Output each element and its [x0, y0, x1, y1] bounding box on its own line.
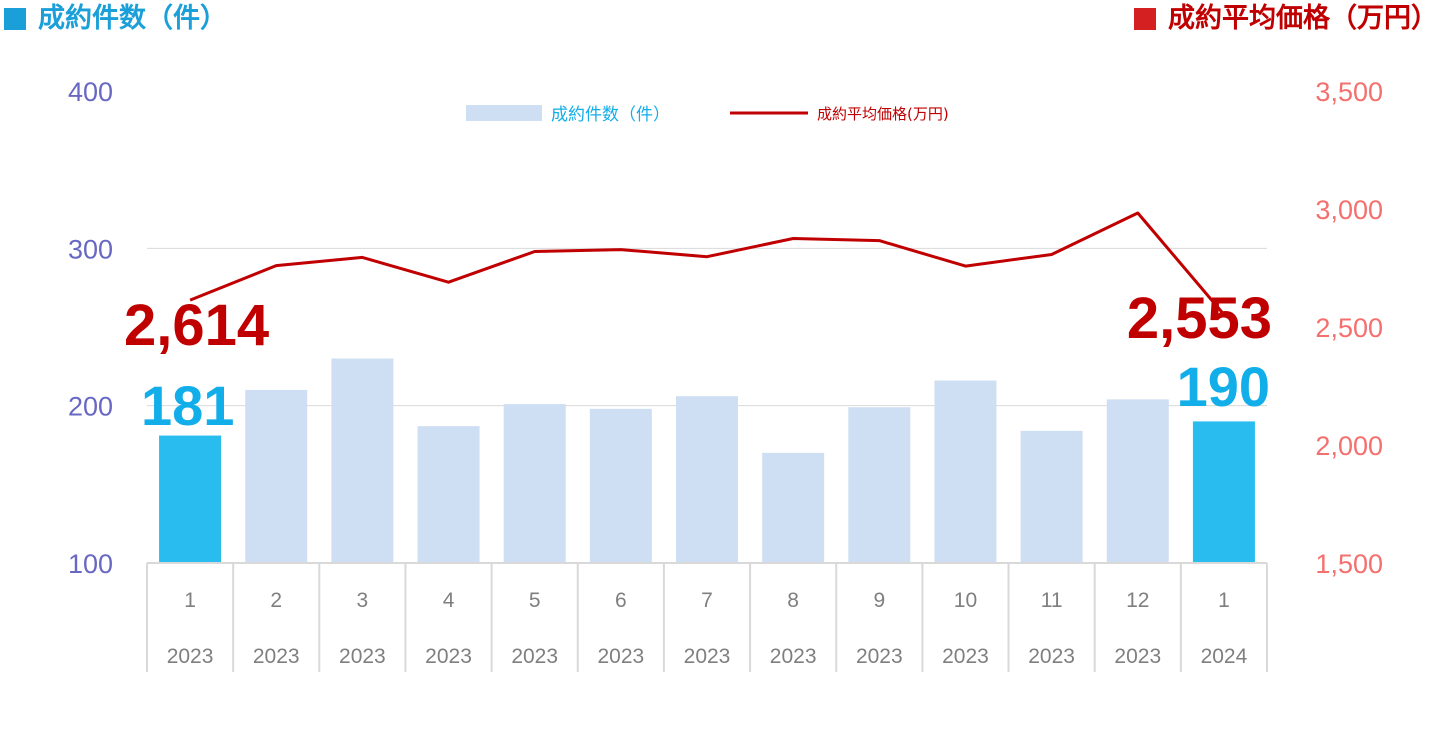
x-tick-year: 2023 — [1114, 645, 1161, 668]
bar — [589, 408, 652, 563]
bar — [159, 435, 222, 563]
x-tick-year: 2023 — [425, 645, 472, 668]
legend-bar-swatch — [466, 105, 542, 121]
left-axis-tick: 200 — [68, 392, 113, 422]
x-tick-month: 10 — [954, 589, 977, 612]
bar-series — [159, 358, 1255, 563]
x-tick-month: 7 — [701, 589, 713, 612]
right-axis-tick: 2,500 — [1315, 313, 1383, 343]
grid-lines — [147, 247, 1267, 407]
x-tick-month: 8 — [787, 589, 799, 612]
bar — [1020, 430, 1083, 563]
left-axis-tick: 300 — [68, 234, 113, 264]
x-tick-month: 5 — [529, 589, 541, 612]
bar — [934, 380, 997, 563]
x-tick-year: 2023 — [770, 645, 817, 668]
right-axis-tick: 3,000 — [1315, 195, 1383, 225]
x-tick-year: 2024 — [1201, 645, 1248, 668]
right-axis-header: 成約平均価格（万円） — [1134, 2, 1438, 36]
category-axis: 1 2023 2 2023 3 2023 4 2023 5 2023 6 2023 7 2023 8 2023… — [146, 562, 1268, 672]
x-tick-year: 2023 — [684, 645, 731, 668]
x-tick-month: 1 — [1218, 589, 1230, 612]
bar — [762, 452, 825, 563]
right-axis-tick: 3,500 — [1315, 77, 1383, 107]
x-tick-year: 2023 — [597, 645, 644, 668]
price-line — [189, 211, 1226, 316]
right-axis-tick: 2,000 — [1315, 431, 1383, 461]
right-header-title: 成約平均価格（万円） — [1168, 3, 1438, 34]
legend: 成約件数（件） 成約平均価格(万円) — [466, 105, 949, 125]
x-tick-year: 2023 — [942, 645, 989, 668]
x-tick-month: 2 — [270, 589, 282, 612]
x-tick-month: 9 — [873, 589, 885, 612]
x-tick-month: 11 — [1041, 589, 1063, 612]
bar — [331, 358, 394, 563]
x-tick-year: 2023 — [1028, 645, 1075, 668]
left-header-title: 成約件数（件） — [38, 3, 227, 34]
x-tick-month: 12 — [1126, 589, 1149, 612]
last-price-label: 2,553 — [1127, 286, 1272, 351]
x-tick-month: 1 — [184, 589, 196, 612]
first-count-label: 181 — [141, 374, 234, 437]
bar — [1192, 421, 1255, 563]
last-count-label: 190 — [1177, 355, 1270, 418]
left-axis-header: 成約件数（件） — [4, 2, 227, 36]
bar — [848, 407, 911, 563]
bar — [245, 389, 308, 563]
x-tick-year: 2023 — [339, 645, 386, 668]
x-tick-month: 4 — [443, 589, 455, 612]
left-axis-tick: 100 — [68, 549, 113, 579]
bar — [503, 404, 566, 563]
x-tick-year: 2023 — [856, 645, 903, 668]
right-axis: 3,500 3,000 2,500 2,000 1,500 — [1315, 77, 1383, 579]
left-header-square-icon — [4, 8, 26, 30]
right-header-square-icon — [1134, 8, 1156, 30]
x-tick-month: 3 — [357, 589, 369, 612]
first-price-label: 2,614 — [124, 293, 269, 358]
right-axis-tick: 1,500 — [1315, 549, 1383, 579]
x-tick-year: 2023 — [167, 645, 214, 668]
bar — [417, 426, 480, 563]
bar — [1106, 399, 1169, 563]
legend-bar-label: 成約件数（件） — [551, 105, 670, 125]
bar — [676, 396, 738, 563]
left-axis-tick: 400 — [68, 77, 113, 107]
x-tick-year: 2023 — [253, 645, 300, 668]
line-series — [189, 211, 1226, 316]
left-axis: 400 300 200 100 — [68, 77, 113, 579]
x-tick-month: 6 — [615, 589, 627, 612]
legend-line-label: 成約平均価格(万円) — [817, 105, 949, 123]
x-tick-year: 2023 — [511, 645, 558, 668]
